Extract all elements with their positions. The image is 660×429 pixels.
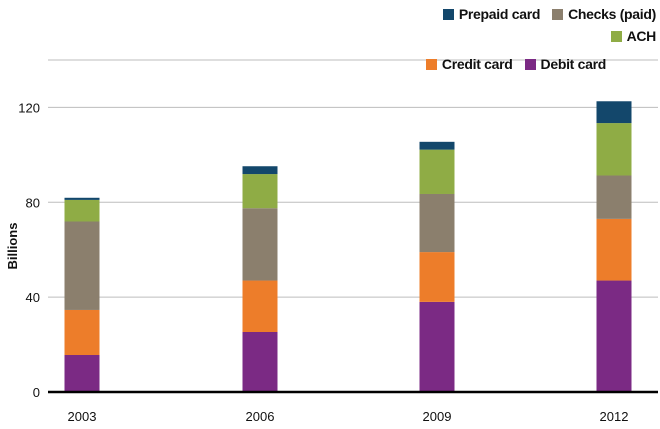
legend-swatch-debit-card bbox=[524, 58, 536, 70]
x-tick-label: 2006 bbox=[246, 409, 275, 424]
legend-item-ach: ACH bbox=[610, 28, 657, 44]
x-tick-labels: 2003 2006 2009 2012 bbox=[68, 409, 629, 424]
bar-segment-checks-paid-2003 bbox=[64, 221, 100, 310]
x-tick-label: 2009 bbox=[423, 409, 452, 424]
y-tick-label: 120 bbox=[18, 100, 40, 115]
bar-segment-debit-card-2006 bbox=[242, 332, 278, 392]
bar-segment-credit-card-2012 bbox=[596, 218, 632, 281]
legend-item-prepaid-card: Prepaid card bbox=[442, 6, 541, 22]
bar-segment-prepaid-card-2012 bbox=[596, 101, 632, 124]
bars bbox=[64, 101, 632, 392]
y-tick-label: 80 bbox=[26, 195, 40, 210]
bar-segment-debit-card-2012 bbox=[596, 280, 632, 392]
bar-segment-checks-paid-2009 bbox=[419, 193, 455, 253]
bar-segment-checks-paid-2006 bbox=[242, 208, 278, 281]
legend-item-debit-card: Debit card bbox=[524, 56, 607, 72]
legend: Prepaid card Checks (paid) ACH Credit ca… bbox=[396, 6, 656, 72]
bar-segment-ach-2003 bbox=[64, 199, 100, 222]
legend-label-checks-paid: Checks (paid) bbox=[568, 6, 656, 22]
y-axis-label: Billions bbox=[5, 223, 20, 270]
y-tick-label: 0 bbox=[33, 385, 40, 400]
legend-label-prepaid-card: Prepaid card bbox=[458, 6, 541, 22]
bar-segment-credit-card-2009 bbox=[419, 252, 455, 302]
bar-segment-debit-card-2003 bbox=[64, 355, 100, 392]
bar-segment-debit-card-2009 bbox=[419, 301, 455, 392]
bar-segment-ach-2009 bbox=[419, 149, 455, 194]
bar-segment-prepaid-card-2003 bbox=[64, 197, 100, 200]
legend-swatch-credit-card bbox=[425, 58, 437, 70]
bar-segment-ach-2006 bbox=[242, 174, 278, 209]
legend-swatch-prepaid-card bbox=[442, 8, 454, 20]
legend-swatch-ach bbox=[610, 30, 622, 42]
bar-segment-prepaid-card-2009 bbox=[419, 141, 455, 150]
bar-segment-ach-2012 bbox=[596, 123, 632, 176]
legend-item-credit-card: Credit card bbox=[425, 56, 513, 72]
x-tick-label: 2012 bbox=[600, 409, 629, 424]
gridlines bbox=[48, 59, 658, 298]
y-tick-labels: 0 40 80 120 bbox=[18, 100, 40, 400]
legend-label-debit-card: Debit card bbox=[540, 56, 607, 72]
x-tick-label: 2003 bbox=[68, 409, 97, 424]
legend-label-credit-card: Credit card bbox=[441, 56, 513, 72]
legend-item-checks-paid: Checks (paid) bbox=[552, 6, 656, 22]
bar-segment-prepaid-card-2006 bbox=[242, 166, 278, 175]
bar-segment-credit-card-2003 bbox=[64, 309, 100, 356]
bar-segment-credit-card-2006 bbox=[242, 280, 278, 333]
bar-segment-checks-paid-2012 bbox=[596, 175, 632, 219]
y-tick-label: 40 bbox=[26, 290, 40, 305]
legend-swatch-checks-paid bbox=[552, 8, 564, 20]
legend-label-ach: ACH bbox=[626, 28, 657, 44]
